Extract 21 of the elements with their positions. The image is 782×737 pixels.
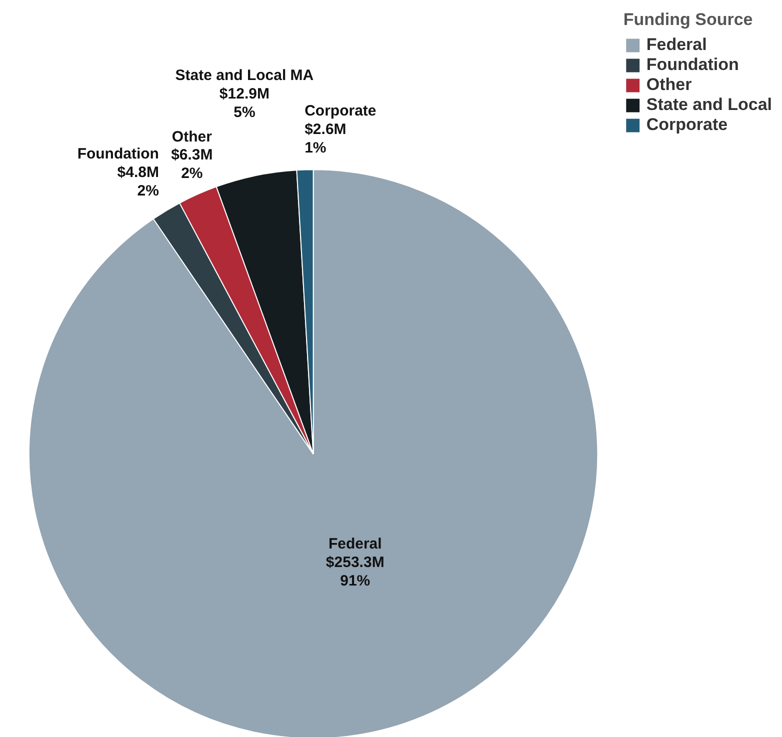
data-label: $6.3M (171, 146, 213, 164)
text: 2% (137, 182, 159, 200)
text: 91% (340, 572, 370, 590)
text: 2% (181, 165, 203, 182)
data-label: $12.9M (219, 85, 270, 102)
text: Foundation (77, 145, 159, 162)
legend-label: Corporate (646, 115, 728, 135)
text: Other (172, 128, 212, 146)
legend-title: Funding Source (623, 10, 754, 30)
legend-label: Other (646, 75, 692, 95)
data-label: $2.6M (304, 121, 346, 138)
text: 1% (304, 140, 326, 157)
text: Corporate (304, 102, 376, 120)
legend-label: State and Local (646, 95, 772, 115)
text: 5% (234, 104, 256, 121)
legend-label: Federal (646, 35, 707, 55)
data-label: $4.8M (117, 164, 159, 181)
text: State and Local MA (175, 67, 314, 84)
legend-label: Foundation (646, 55, 739, 75)
text: Federal (328, 536, 382, 553)
data-label: $253.3M (326, 554, 384, 572)
